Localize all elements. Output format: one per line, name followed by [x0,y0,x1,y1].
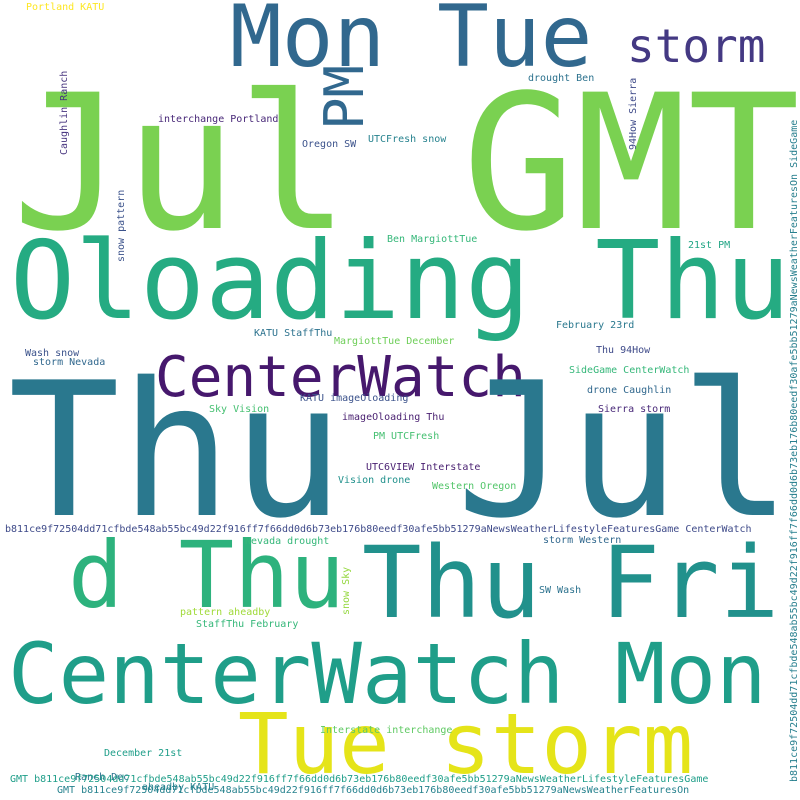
word: Oregon SW [302,139,357,150]
word: Jul GMT [12,55,800,273]
word: Wash snow [25,348,80,359]
word: PM [313,65,376,130]
word: Sierra storm [598,404,670,415]
word: UTC6VIEW Interstate [366,462,480,473]
word: pattern aheadby [180,607,270,618]
word: KATU imageOloading [300,393,408,404]
word: drought Ben [528,73,594,84]
word: December 21st [104,748,182,759]
word: Tue storm [238,695,693,793]
word: snow pattern [116,190,127,262]
word: b811ce9f72504dd71cfbde548ab55bc49d22f916… [789,120,800,782]
word: Ranch Dec [75,772,129,783]
word: Interstate interchange [320,725,452,736]
word: storm [627,19,765,73]
word: Ben MargiottTue [387,234,477,245]
word: Vision drone [338,475,410,486]
word: aheadby KATU [142,782,214,793]
word: drone Caughlin [587,385,671,396]
word: Portland KATU [26,2,104,13]
word: Oloading Thu [10,219,790,344]
word: SW Wash [539,585,581,596]
word: Mon Tue [230,0,592,87]
word: storm Western [543,535,621,546]
word: Western Oregon [432,481,516,492]
word: CenterWatch Mon [8,625,767,723]
word: PM UTCFresh [373,431,439,442]
word: imageOloading Thu [342,412,444,423]
word: d Thu [68,522,345,629]
word: MargiottTue December [334,336,454,347]
word: GMT b811ce9f72504dd71cfbde548ab55bc49d22… [57,785,689,796]
word: February 23rd [556,320,634,331]
word: Thu 94How [596,345,651,356]
word: CenterWatch [155,345,526,410]
word: 21st PM [688,240,730,251]
word: storm Nevada [33,357,105,368]
word: Thu Fri [362,526,779,641]
word: Caughlin Ranch [59,71,70,155]
word: interchange Portland [158,114,278,125]
word: SideGame CenterWatch [569,365,689,376]
word: Sky Vision [209,404,269,415]
word: Nevada drought [245,536,329,547]
word: KATU StaffThu [254,328,332,339]
word: Thu Jul [8,342,792,559]
word: UTCFresh snow [368,134,447,145]
word: snow Sky [341,567,352,615]
word: GMT b811ce9f72504dd71cfbde548ab55bc49d22… [10,774,708,785]
word: StaffThu February [196,619,298,630]
word: 94How Sierra [628,78,639,150]
word: b811ce9f72504dd71cfbde548ab55bc49d22f916… [5,524,752,535]
